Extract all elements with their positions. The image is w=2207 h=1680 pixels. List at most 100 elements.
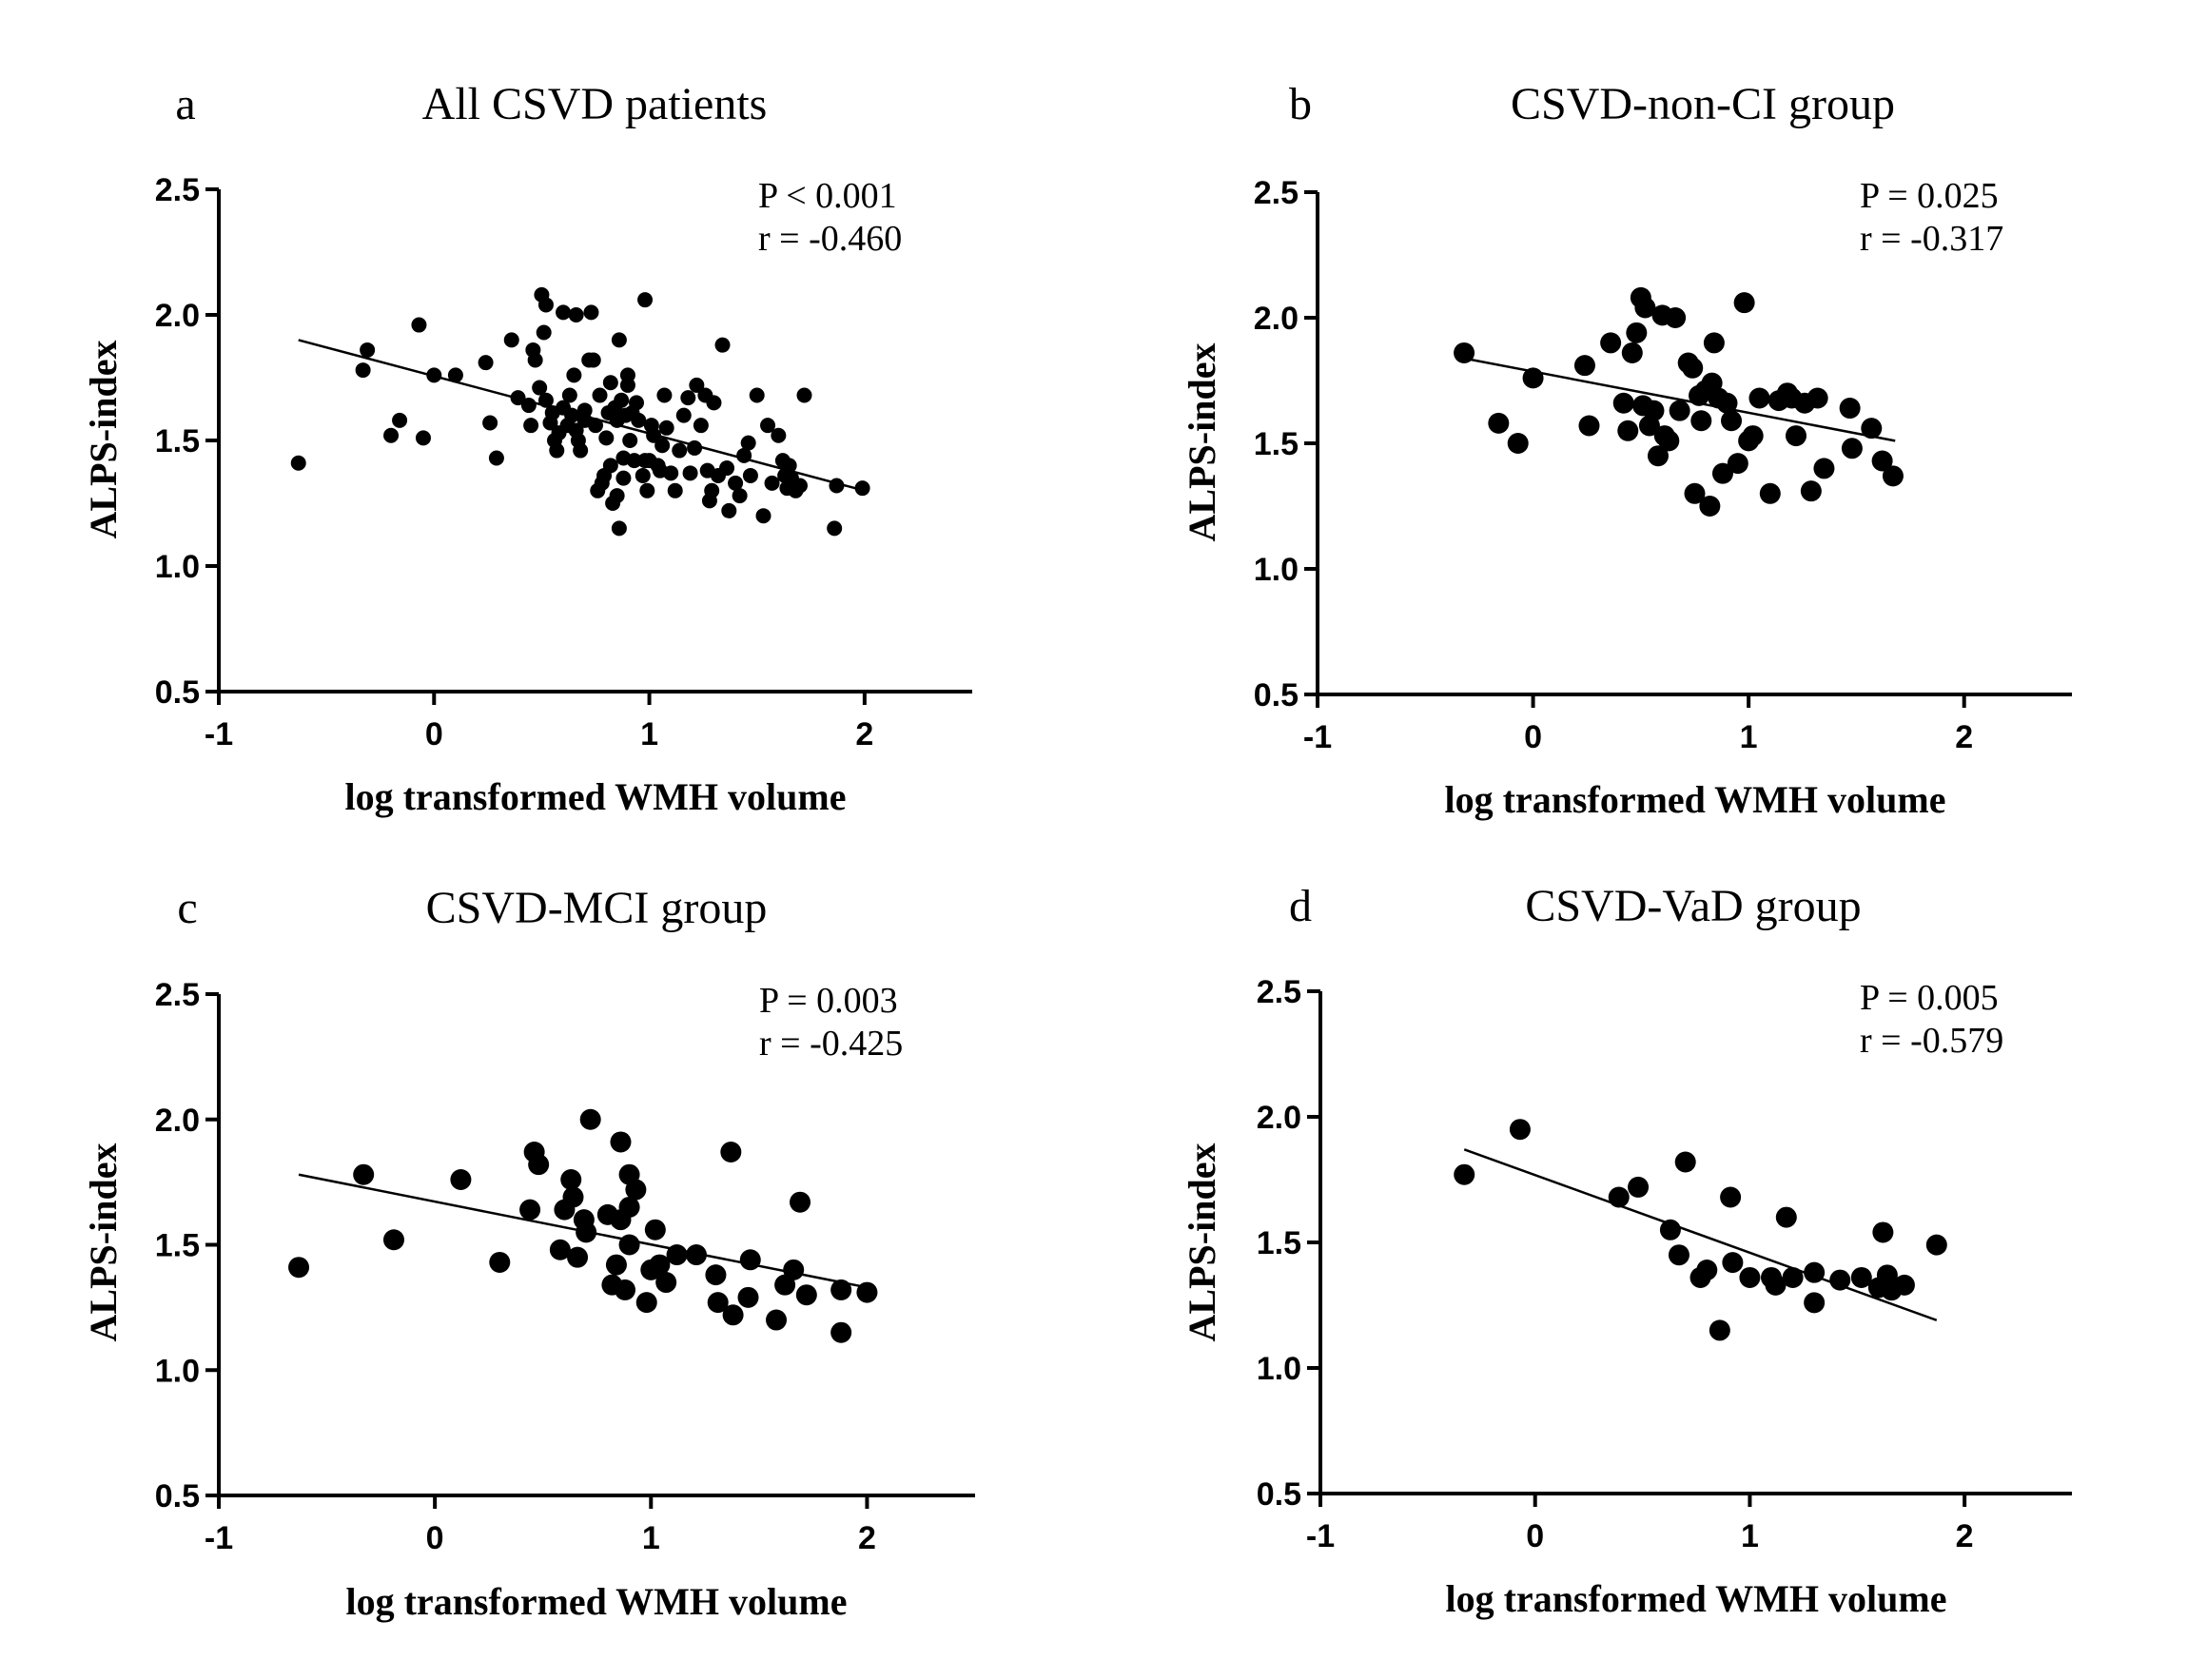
scatter-point bbox=[622, 433, 638, 448]
scatter-point bbox=[1690, 410, 1712, 432]
panel-title: CSVD-MCI group bbox=[426, 883, 768, 933]
p-value-label: P = 0.003 bbox=[759, 981, 898, 1021]
scatter-point bbox=[610, 1131, 632, 1153]
x-axis-label: log transformed WMH volume bbox=[1445, 778, 1946, 821]
scatter-point bbox=[1454, 342, 1475, 363]
r-value-label: r = -0.579 bbox=[1860, 1021, 2003, 1061]
scatter-point bbox=[1509, 1119, 1531, 1141]
r-value-label: r = -0.460 bbox=[758, 219, 902, 259]
plot-area: 0.5 1.0 1.5 2.0 2.5 -1 0 1 2 bbox=[155, 977, 975, 1556]
x-tick-label: 1 bbox=[1740, 719, 1758, 755]
scatter-point bbox=[827, 520, 843, 537]
scatter-point bbox=[1739, 1266, 1761, 1288]
x-tick-label: -1 bbox=[205, 716, 233, 752]
scatter-point bbox=[588, 418, 603, 434]
x-axis-label: log transformed WMH volume bbox=[1446, 1577, 1947, 1620]
scatter-point bbox=[644, 1219, 666, 1240]
scatter-point bbox=[602, 458, 618, 474]
scatter-point bbox=[635, 1292, 657, 1314]
x-axis-label: log transformed WMH volume bbox=[345, 775, 847, 818]
scatter-point bbox=[602, 375, 618, 391]
scatter-point bbox=[1759, 482, 1781, 504]
scatter-point bbox=[1647, 445, 1669, 467]
scatter-point bbox=[666, 1244, 688, 1266]
x-tick-label: 0 bbox=[1524, 719, 1542, 755]
scatter-point bbox=[1722, 1252, 1744, 1274]
scatter-point bbox=[1612, 392, 1634, 414]
scatter-point bbox=[783, 1259, 805, 1280]
scatter-point bbox=[720, 1142, 742, 1163]
scatter-point bbox=[1829, 1269, 1851, 1291]
y-tick-label: 0.5 bbox=[155, 1478, 200, 1514]
scatter-point bbox=[764, 475, 780, 491]
scatter-point bbox=[520, 398, 537, 414]
scatter-point bbox=[527, 352, 543, 368]
scatter-point bbox=[707, 1292, 729, 1314]
scatter-point bbox=[739, 1249, 761, 1271]
p-value-label: P = 0.005 bbox=[1860, 978, 1999, 1018]
y-axis-label: ALPS-index bbox=[82, 341, 125, 539]
scatter-point bbox=[705, 1264, 727, 1286]
panel-a: a All CSVD patients P < 0.001 r = -0.460… bbox=[82, 79, 972, 818]
scatter-point bbox=[489, 1251, 511, 1273]
y-tick-label: 1.5 bbox=[1257, 1225, 1301, 1261]
scatter-point bbox=[655, 1272, 677, 1294]
scatter-point bbox=[1804, 1261, 1826, 1283]
scatter-point bbox=[583, 304, 599, 321]
scatter-point bbox=[618, 1196, 640, 1218]
scatter-point bbox=[510, 390, 526, 406]
scatter-point bbox=[781, 458, 797, 474]
scatter-point bbox=[766, 1309, 788, 1331]
scatter-point bbox=[1682, 357, 1704, 379]
scatter-point bbox=[415, 430, 431, 446]
scatter-point bbox=[426, 367, 442, 383]
scatter-point bbox=[732, 488, 748, 504]
scatter-point bbox=[478, 355, 494, 371]
scatter-point bbox=[1804, 1292, 1826, 1314]
scatter-point bbox=[1674, 1151, 1696, 1173]
scatter-point bbox=[1720, 1186, 1742, 1208]
scatter-point bbox=[675, 407, 692, 423]
scatter-point bbox=[360, 342, 376, 358]
scatter-point bbox=[447, 367, 463, 383]
scatter-point bbox=[503, 332, 519, 348]
scatter-point bbox=[576, 1221, 597, 1243]
scatter-point bbox=[1765, 1274, 1787, 1296]
scatter-point bbox=[1925, 1234, 1947, 1256]
y-tick-label: 2.5 bbox=[1257, 974, 1301, 1010]
scatter-point bbox=[635, 467, 651, 483]
scatter-point bbox=[728, 475, 744, 491]
y-tick-label: 2.0 bbox=[155, 298, 200, 334]
scatter-point bbox=[556, 304, 572, 321]
p-value-label: P = 0.025 bbox=[1860, 176, 1999, 216]
scatter-point bbox=[680, 390, 696, 406]
scatter-point bbox=[564, 407, 580, 423]
x-tick-label: 2 bbox=[855, 716, 873, 752]
scatter-point bbox=[1703, 332, 1725, 354]
scatter-point bbox=[722, 1304, 744, 1326]
scatter-point bbox=[1721, 410, 1743, 432]
scatter-point bbox=[1608, 1186, 1630, 1208]
scatter-point bbox=[619, 367, 635, 383]
plot-area: 0.5 1.0 1.5 2.0 2.5 -1 0 1 2 bbox=[1254, 175, 2072, 755]
scatter-point bbox=[549, 442, 565, 459]
scatter-point bbox=[355, 362, 371, 379]
scatter-point bbox=[667, 482, 683, 498]
panel-title: All CSVD patients bbox=[422, 79, 768, 129]
x-tick-label: 1 bbox=[642, 1520, 660, 1556]
y-tick-label: 1.5 bbox=[1254, 426, 1299, 462]
scatter-point bbox=[592, 387, 608, 403]
scatter-point bbox=[830, 1279, 852, 1300]
scatter-point bbox=[1600, 332, 1622, 354]
scatter-point bbox=[771, 427, 787, 443]
scatter-point bbox=[1711, 462, 1733, 484]
scatter-point bbox=[411, 317, 427, 333]
y-tick-label: 2.5 bbox=[155, 977, 200, 1013]
x-tick-label: 1 bbox=[640, 716, 658, 752]
scatter-point bbox=[561, 387, 577, 403]
scatter-point bbox=[704, 482, 720, 498]
scatter-point bbox=[689, 377, 705, 393]
scatter-point bbox=[1507, 433, 1529, 454]
scatter-point bbox=[649, 1254, 671, 1276]
